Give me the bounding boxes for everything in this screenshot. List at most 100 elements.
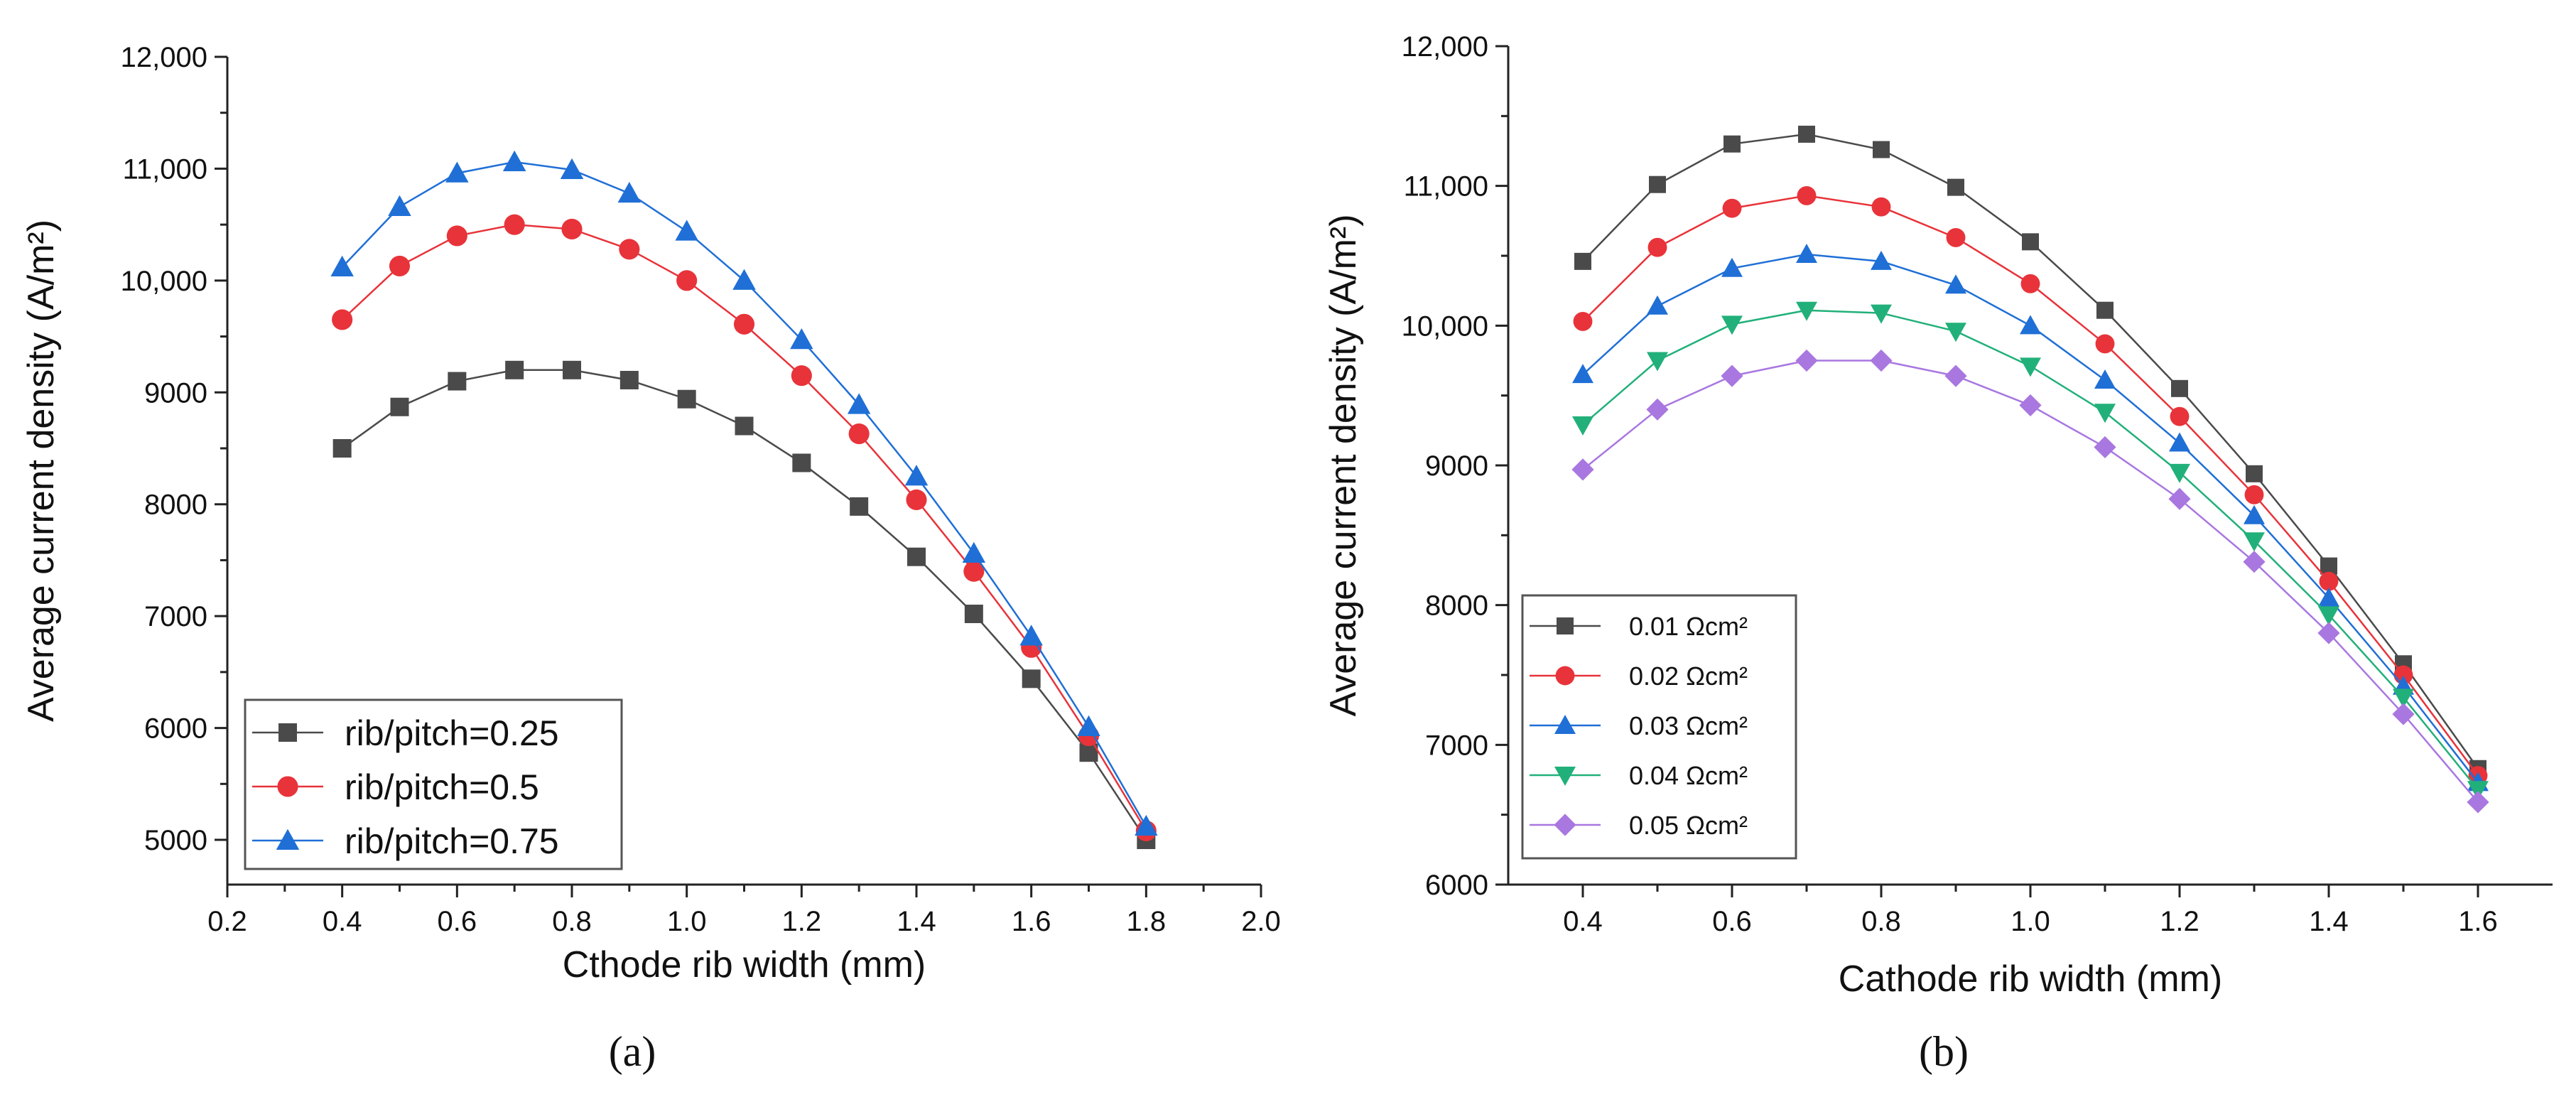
legend: rib/pitch=0.25 rib/pitch=0.5 rib/pitch=0.7… [244, 698, 623, 870]
data-point [1721, 364, 1743, 387]
data-point [1796, 301, 1817, 321]
data-point [904, 465, 929, 486]
x-tick-label: 1.0 [2011, 906, 2050, 937]
data-point [1022, 669, 1041, 688]
legend-label: 0.03 Ωcm² [1629, 711, 1748, 740]
data-point [907, 547, 926, 566]
data-point [2020, 274, 2040, 293]
data-point [388, 195, 411, 216]
data-point [2094, 436, 2116, 459]
y-tick-label: 9000 [144, 377, 207, 409]
legend-marker [1555, 666, 1575, 686]
data-point [2020, 357, 2041, 377]
panel-caption: (b) [1919, 1028, 1969, 1075]
data-point [2022, 233, 2039, 251]
data-point [2095, 334, 2115, 354]
chart-panel-b: 6000 7000 8000 9000 10,000 11,000 12,000 0.4 0.6… [1288, 0, 2576, 1102]
data-point [332, 439, 352, 458]
y-tick-label: 6000 [144, 713, 207, 745]
data-point [906, 489, 927, 510]
data-point [2467, 791, 2489, 814]
series-2 [330, 150, 1158, 836]
y-tick-label: 7000 [144, 601, 207, 632]
x-tick-label: 0.6 [438, 906, 477, 937]
data-point [1573, 311, 1593, 331]
data-point [676, 270, 698, 291]
data-point [677, 389, 696, 409]
x-axis-label: Cthode rib width (mm) [563, 944, 926, 985]
data-point [563, 360, 581, 379]
data-point [1870, 349, 1893, 372]
data-point [1945, 274, 1966, 294]
data-point [502, 150, 526, 171]
data-point [2244, 485, 2264, 504]
data-point [2318, 606, 2339, 626]
data-point [1722, 198, 1742, 218]
legend-marker [278, 723, 297, 742]
data-point [2094, 404, 2116, 423]
data-point [2096, 301, 2114, 319]
data-point [964, 605, 983, 624]
x-tick-label: 2.0 [1241, 906, 1281, 937]
data-point [505, 360, 524, 379]
y-tick-label: 10,000 [1402, 310, 1488, 342]
data-point [2244, 504, 2265, 524]
data-point [504, 214, 525, 235]
x-tick-label: 1.2 [782, 906, 822, 937]
data-point [332, 309, 353, 330]
data-point [1796, 244, 1817, 264]
y-tick-label: 5000 [144, 825, 207, 856]
x-tick-label: 1.6 [1012, 906, 1051, 937]
data-point [735, 416, 754, 436]
data-point [389, 255, 411, 276]
chart-b-svg: 6000 7000 8000 9000 10,000 11,000 12,000 0.4 0.6… [1323, 31, 2553, 1075]
data-point [2170, 406, 2190, 426]
data-point [2317, 622, 2340, 644]
panel-caption: (a) [609, 1028, 656, 1075]
data-point [1135, 814, 1158, 836]
data-point [2246, 465, 2263, 482]
y-tick-label: 8000 [144, 490, 207, 521]
series-0 [332, 360, 1156, 850]
data-point [2392, 703, 2415, 725]
legend-marker [1554, 767, 1576, 786]
data-point [2020, 315, 2041, 335]
data-point [2243, 551, 2266, 573]
data-point [2467, 781, 2489, 801]
data-point [2168, 487, 2191, 510]
legend-label: 0.01 Ωcm² [1629, 612, 1748, 641]
legend-label: rib/pitch=0.25 [345, 713, 559, 753]
data-point [1721, 257, 1743, 277]
data-point [2318, 587, 2339, 607]
data-point [1873, 141, 1890, 158]
data-point [1077, 715, 1100, 737]
x-tick-label: 0.2 [207, 906, 247, 937]
x-tick-label: 0.8 [552, 906, 592, 937]
legend-label: rib/pitch=0.5 [345, 767, 539, 807]
data-point [390, 397, 409, 416]
data-point [1571, 458, 1594, 481]
data-point [2171, 379, 2188, 397]
data-point [1572, 364, 1593, 384]
data-point [560, 158, 584, 180]
legend-label: 0.02 Ωcm² [1629, 661, 1748, 691]
data-point [330, 255, 354, 276]
data-point [1947, 178, 1964, 196]
data-point [848, 423, 870, 445]
data-point [1647, 352, 1668, 372]
data-point [2019, 394, 2042, 417]
data-point [445, 161, 469, 183]
chart-a-svg: 5000 6000 7000 8000 9000 10,000 11,000 12,000 0.… [21, 42, 1281, 1075]
series-3 [1572, 301, 2489, 801]
legend-marker [1554, 715, 1576, 734]
x-tick-label: 1.6 [2458, 906, 2498, 937]
x-axis-label: Cathode rib width (mm) [1839, 958, 2222, 1000]
y-tick-label: 9000 [1425, 450, 1488, 482]
legend: 0.01 Ωcm² 0.02 Ωcm² 0.03 Ωcm² 0.04 Ωcm² 0.05… [1521, 594, 1797, 860]
y-tick-label: 8000 [1425, 590, 1488, 622]
data-point [2319, 571, 2339, 591]
data-point [1871, 250, 1892, 270]
data-point [1649, 175, 1666, 193]
data-point [963, 561, 985, 582]
data-point [791, 365, 812, 387]
